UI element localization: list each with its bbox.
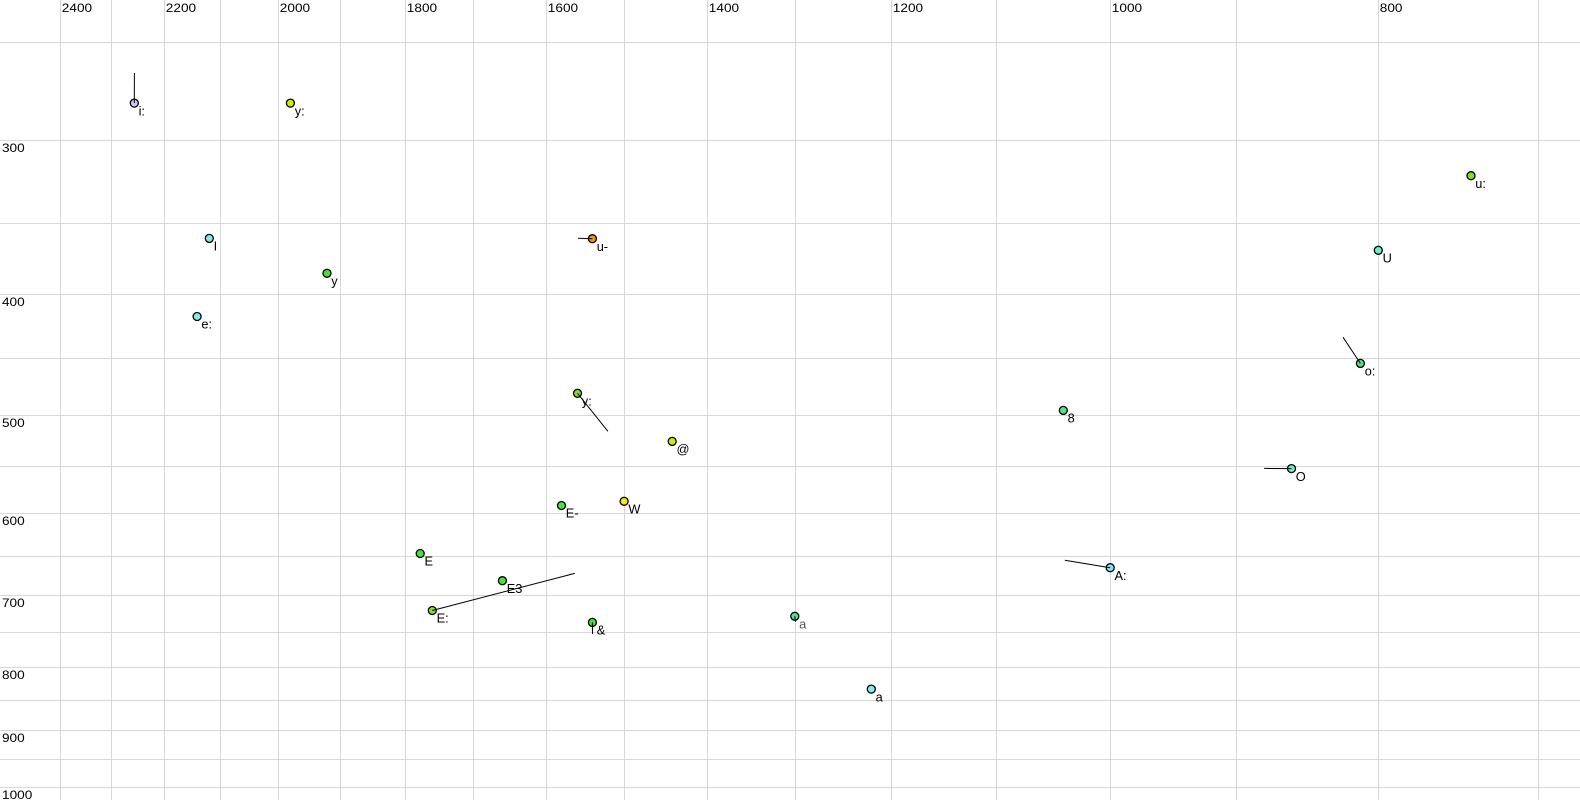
svg-text:600: 600 xyxy=(2,514,25,528)
svg-text:500: 500 xyxy=(2,416,25,430)
svg-text:2000: 2000 xyxy=(280,1,310,15)
svg-text:300: 300 xyxy=(2,141,25,155)
svg-text:u:: u: xyxy=(1475,176,1486,191)
svg-text:&: & xyxy=(597,623,606,638)
svg-text:1400: 1400 xyxy=(709,1,739,15)
svg-text:E-: E- xyxy=(566,506,579,521)
svg-text:a: a xyxy=(876,689,884,704)
svg-text:o:: o: xyxy=(1365,364,1376,379)
svg-text:I: I xyxy=(214,239,218,254)
svg-text:i:: i: xyxy=(139,103,145,118)
svg-text:1200: 1200 xyxy=(893,1,923,15)
svg-text:e:: e: xyxy=(201,317,212,332)
svg-text:400: 400 xyxy=(2,295,25,309)
svg-text:2200: 2200 xyxy=(166,1,196,15)
svg-text:A:: A: xyxy=(1115,568,1127,583)
svg-text:y:: y: xyxy=(295,103,305,118)
svg-text:700: 700 xyxy=(2,596,25,610)
svg-text:900: 900 xyxy=(2,731,25,745)
svg-text:1000: 1000 xyxy=(1112,1,1142,15)
svg-text:E:: E: xyxy=(437,611,449,626)
svg-text:E: E xyxy=(425,554,434,569)
svg-text:1800: 1800 xyxy=(407,1,437,15)
svg-text:y:: y: xyxy=(582,394,592,409)
svg-text:O: O xyxy=(1296,469,1306,484)
svg-text:E3: E3 xyxy=(507,581,523,596)
svg-text:y: y xyxy=(331,274,338,289)
svg-text:W: W xyxy=(628,502,641,517)
svg-text:800: 800 xyxy=(2,668,25,682)
svg-text:1000: 1000 xyxy=(2,788,32,800)
svg-text:u-: u- xyxy=(597,239,608,254)
svg-text:U: U xyxy=(1383,251,1392,266)
svg-text:8: 8 xyxy=(1068,411,1075,426)
svg-text:a: a xyxy=(799,617,807,632)
svg-text:@: @ xyxy=(677,442,690,457)
svg-text:2400: 2400 xyxy=(62,1,92,15)
svg-text:1600: 1600 xyxy=(548,1,578,15)
svg-text:800: 800 xyxy=(1380,1,1403,15)
